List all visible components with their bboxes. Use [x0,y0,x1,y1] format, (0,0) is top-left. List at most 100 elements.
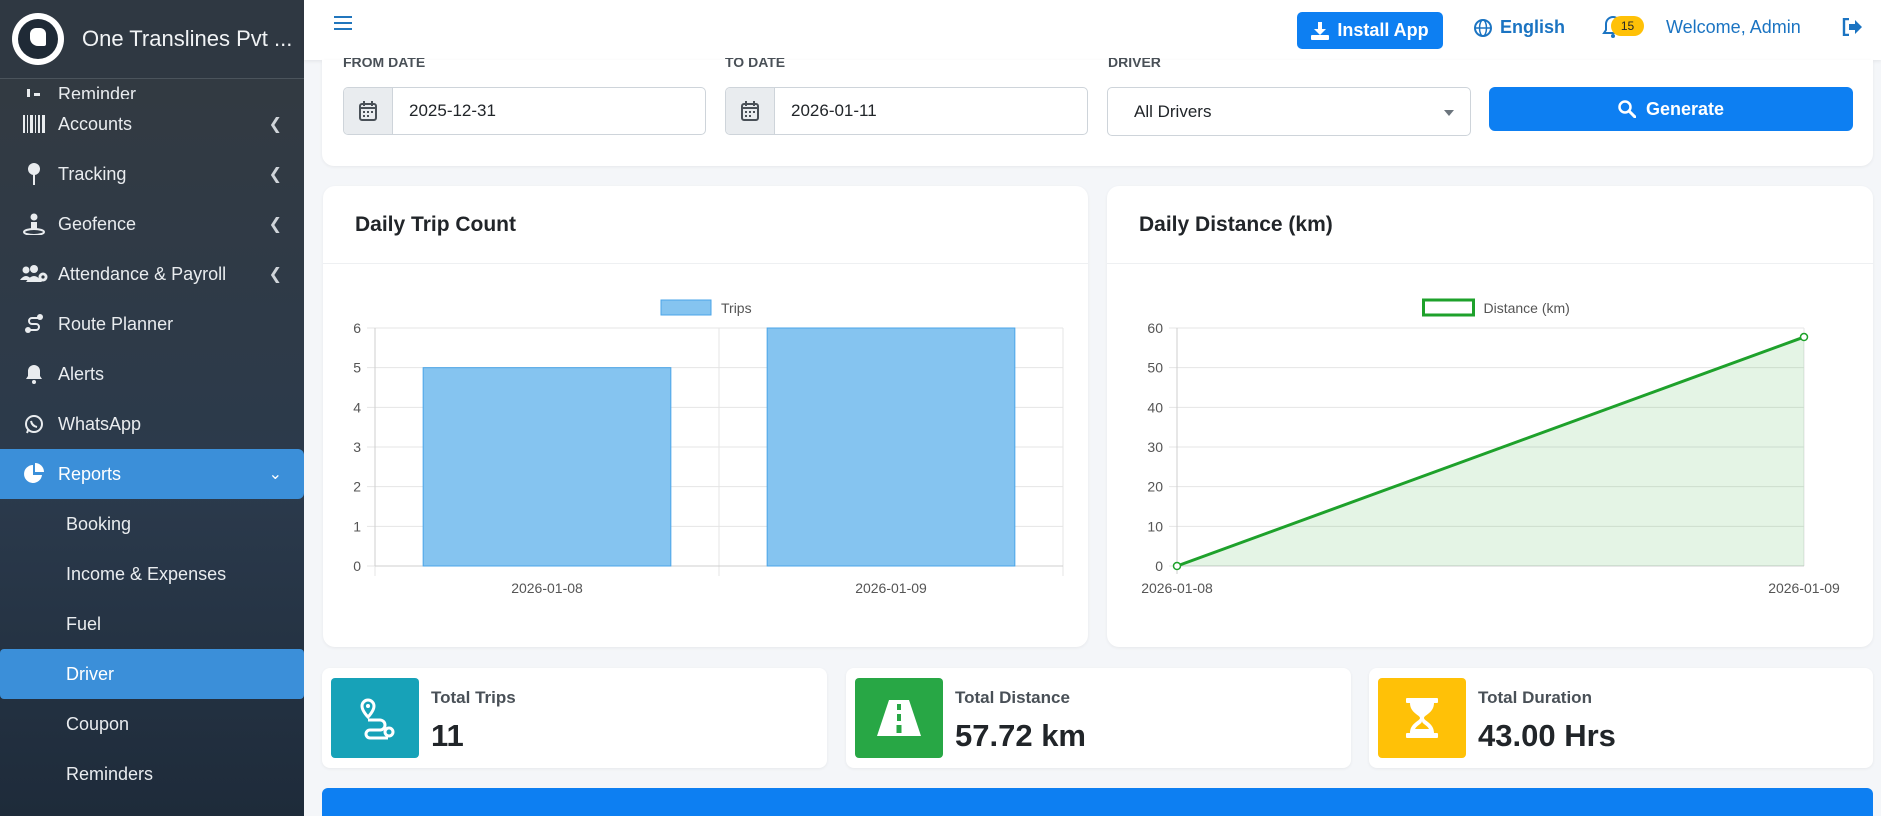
brand-logo [12,13,64,65]
notification-badge: 15 [1611,16,1644,36]
to-date-value: 2026-01-11 [791,101,877,120]
topbar: Install App English 15 Welcome, Admin [304,0,1881,60]
whatsapp-icon [20,414,48,434]
sidebar-item-attendance-payroll[interactable]: Attendance & Payroll ❮ [0,249,304,299]
sidebar-item-tracking[interactable]: Tracking ❮ [0,149,304,199]
route-icon [20,313,48,335]
globe-icon [1474,18,1492,37]
total-trips-card: Total Trips 11 [322,668,827,768]
from-date-value: 2025-12-31 [409,101,496,120]
sidebar-subitem-label: Coupon [66,713,130,734]
x-tick-label: 2026-01-08 [511,580,583,596]
x-tick-label: 2026-01-09 [855,580,927,596]
bell-icon [20,364,48,384]
y-tick-label: 3 [353,439,361,455]
sidebar-item-label: Accounts [58,113,133,134]
driver-label: DRIVER [1108,58,1161,70]
total-trips-label: Total Trips [431,688,516,707]
sidebar-item-whatsapp[interactable]: WhatsApp [0,399,304,449]
trip-count-chart: 0 1 2 3 4 5 6 2026-01-08 2026-01-09 Trips [353,299,1064,596]
sidebar-item-label: Alerts [58,363,105,384]
sidebar-item-reminder[interactable]: Reminder [0,79,304,99]
x-tick-label: 2026-01-08 [1141,580,1213,596]
sidebar-subitem-coupon[interactable]: Coupon [0,699,304,749]
language-selector[interactable]: English [1474,17,1565,38]
hourglass-icon [1378,678,1466,758]
y-tick-label: 60 [1147,320,1163,336]
sidebar-subitem-label: Driver [66,663,114,684]
generate-button[interactable]: Generate [1489,87,1853,131]
x-tick-label: 2026-01-09 [1768,580,1840,596]
install-app-button[interactable]: Install App [1297,12,1443,49]
sidebar-item-label: Tracking [58,163,127,184]
map-pin-icon [20,163,48,185]
data-point [1799,332,1809,342]
sidebar-item-alerts[interactable]: Alerts [0,349,304,399]
chevron-left-icon: ❮ [268,266,282,283]
bar [422,367,672,567]
to-date-label: TO DATE [725,58,786,70]
sidebar-subitem-label: Reminders [66,763,154,784]
sidebar-subitem-fuel[interactable]: Fuel [0,599,304,649]
barcode-icon [20,115,48,133]
chevron-down-icon: ⌄ [268,466,282,483]
y-tick-label: 20 [1147,479,1163,495]
sidebar-item-label: Reminder [58,84,137,99]
geofence-icon [20,213,48,235]
calendar-icon[interactable] [726,88,775,134]
sidebar-item-label: Geofence [58,213,137,234]
driver-select-value: All Drivers [1134,101,1212,121]
table-card-header [322,788,1873,816]
total-duration-card: Total Duration 43.00 Hrs [1369,668,1873,768]
sidebar-subitem-reminders[interactable]: Reminders [0,749,304,799]
sidebar-subitem-label: Income & Expenses [66,563,227,584]
y-tick-label: 10 [1147,518,1163,534]
total-distance-label: Total Distance [955,688,1070,707]
logout-icon[interactable] [1842,17,1862,41]
sidebar-item-label: Route Planner [58,313,174,334]
pie-chart-icon [20,463,48,485]
legend-label: Distance (km) [1484,300,1570,316]
y-tick-label: 0 [353,558,361,574]
sidebar-subitem-driver[interactable]: Driver [0,649,304,699]
sidebar-nav: Reminder Accounts ❮ Tracking ❮ Geofence … [0,79,304,799]
y-tick-label: 50 [1147,360,1163,376]
to-date-field[interactable]: 2026-01-11 [725,87,1088,135]
calendar-icon[interactable] [344,88,393,134]
chevron-left-icon: ❮ [268,116,282,133]
total-trips-value: 11 [431,718,464,753]
chevron-left-icon: ❮ [268,216,282,233]
driver-select[interactable]: All Drivers [1107,87,1471,136]
users-cog-icon [20,264,48,284]
y-tick-label: 40 [1147,399,1163,415]
menu-toggle-icon[interactable] [334,16,352,30]
sidebar-item-reports[interactable]: Reports ⌄ [0,449,304,499]
road-icon [855,678,943,758]
language-label: English [1500,17,1566,37]
y-tick-label: 2 [353,479,361,495]
total-duration-value: 43.00 Hrs [1478,718,1616,753]
sidebar-subitem-label: Fuel [66,613,102,634]
sidebar-subitem-booking[interactable]: Booking [0,499,304,549]
sidebar-item-route-planner[interactable]: Route Planner [0,299,304,349]
y-tick-label: 6 [353,320,361,336]
generate-label: Generate [1645,98,1725,119]
total-distance-value: 57.72 km [955,718,1086,753]
y-tick-label: 4 [353,399,361,415]
sidebar-item-label: Reports [58,463,122,484]
distance-card: Daily Distance (km) 0 10 20 30 40 50 60 2026-01… [1107,186,1873,647]
from-date-field[interactable]: 2025-12-31 [343,87,706,135]
sidebar-subitem-income-expenses[interactable]: Income & Expenses [0,549,304,599]
y-tick-label: 5 [353,360,361,376]
brand[interactable]: One Translines Pvt ... [0,0,304,79]
install-app-label: Install App [1337,20,1429,40]
sidebar-item-geofence[interactable]: Geofence ❮ [0,199,304,249]
sidebar-item-accounts[interactable]: Accounts ❮ [0,99,304,149]
download-icon [1311,21,1330,40]
chevron-left-icon: ❮ [268,166,282,183]
welcome-user-link[interactable]: Welcome, Admin [1666,17,1801,37]
brand-name: One Translines Pvt ... [82,26,293,51]
distance-title: Daily Distance (km) [1107,186,1873,264]
route-icon [331,678,419,758]
y-tick-label: 30 [1147,439,1163,455]
